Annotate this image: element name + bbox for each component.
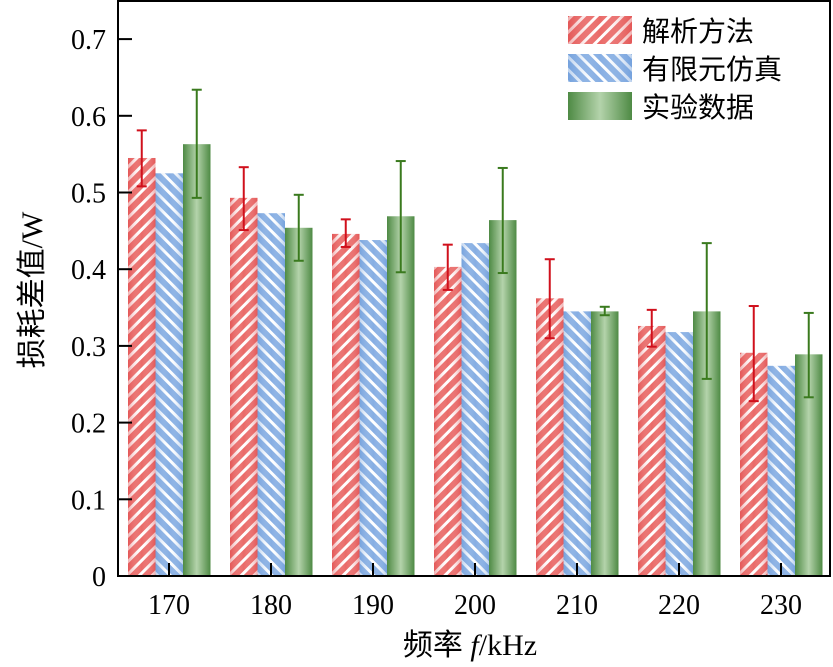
x-tick-label: 210 bbox=[556, 590, 598, 621]
bar-2 bbox=[489, 220, 517, 576]
bar-shade bbox=[359, 240, 387, 576]
legend-label: 解析方法 bbox=[642, 16, 754, 48]
legend-swatch-shade bbox=[568, 16, 632, 44]
y-tick-label: 0.6 bbox=[71, 102, 106, 133]
x-tick-label: 220 bbox=[658, 590, 700, 621]
y-tick-label: 0.1 bbox=[71, 485, 106, 516]
y-tick-label: 0 bbox=[92, 562, 106, 593]
bar-shade bbox=[128, 157, 156, 577]
x-tick-label: 190 bbox=[352, 590, 394, 621]
bar-2 bbox=[285, 227, 313, 577]
x-axis-label: 频率 f/kHz bbox=[403, 629, 537, 662]
y-tick-label: 0.7 bbox=[71, 25, 106, 56]
legend-label: 实验数据 bbox=[642, 92, 754, 124]
bar-shade bbox=[665, 332, 693, 576]
bar-shade bbox=[434, 266, 462, 576]
y-tick-label: 0.4 bbox=[71, 255, 106, 286]
bar-shade bbox=[767, 365, 795, 576]
bar-2 bbox=[387, 216, 415, 577]
y-tick-label: 0.3 bbox=[71, 332, 106, 363]
bar-shade bbox=[230, 197, 258, 576]
legend-swatch-shade bbox=[568, 54, 632, 82]
y-tick-label: 0.2 bbox=[71, 409, 106, 440]
x-tick-label: 200 bbox=[454, 590, 496, 621]
bar-shade bbox=[257, 213, 285, 577]
bar-shade bbox=[536, 298, 564, 576]
y-axis-label: 损耗差值/W bbox=[16, 211, 49, 368]
bar-2 bbox=[591, 311, 619, 576]
y-tick-label: 0.5 bbox=[71, 179, 106, 210]
bar-shade bbox=[461, 243, 489, 576]
bar-shade bbox=[563, 311, 591, 576]
bar-shade bbox=[638, 325, 666, 576]
bar-shade bbox=[155, 173, 183, 576]
legend-swatch bbox=[568, 92, 632, 120]
x-tick-label: 180 bbox=[250, 590, 292, 621]
x-tick-label: 230 bbox=[760, 590, 802, 621]
bar-shade bbox=[332, 233, 360, 576]
x-tick-label: 170 bbox=[148, 590, 190, 621]
bar-2 bbox=[183, 144, 211, 576]
legend-label: 有限元仿真 bbox=[642, 54, 782, 86]
